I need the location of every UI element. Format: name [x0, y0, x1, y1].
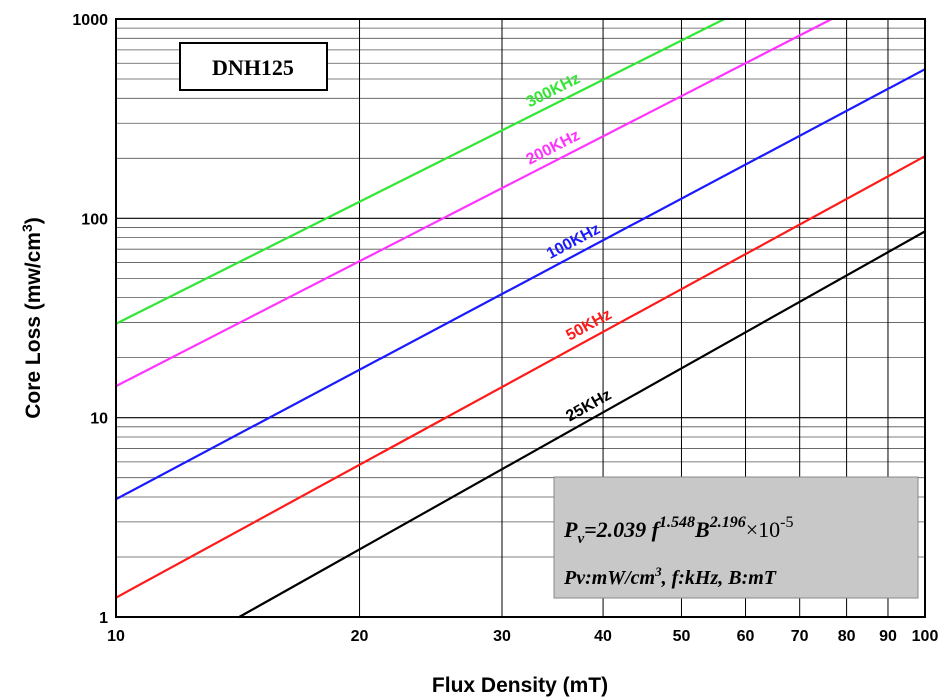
title-box: DNH125 [179, 42, 328, 91]
y-axis-label-main: Core Loss (mw/cm [22, 232, 45, 419]
minor-gridlines [116, 27, 925, 558]
series-line-200khz [114, 17, 833, 388]
x-tick-labels: 10 20 30 40 50 60 70 80 90 100 [107, 628, 938, 645]
x-tick-label: 60 [737, 628, 755, 645]
formula-box-background [553, 476, 919, 599]
series-line-50khz [114, 155, 927, 599]
x-tick-label: 50 [673, 628, 691, 645]
formula-exp-10: -5 [780, 514, 793, 531]
x-tick-label: 100 [912, 628, 939, 645]
x-tick-label: 80 [838, 628, 856, 645]
y-tick-label: 1 [99, 610, 108, 627]
y-tick-label: 1000 [72, 12, 108, 29]
formula-times: ×10 [746, 517, 780, 542]
formula-units-sup: 3 [654, 564, 662, 579]
formula-exp-f: 1.548 [659, 514, 695, 531]
series-line-25khz [238, 230, 927, 619]
formula-f: f [652, 517, 662, 542]
series-line-100khz [114, 68, 927, 501]
x-tick-label: 20 [351, 628, 369, 645]
plot-frame [115, 18, 926, 618]
formula-p: P [563, 517, 578, 542]
formula-exp-b: 2.196 [709, 514, 746, 531]
formula-units-a: Pv:mW/cm [563, 567, 655, 589]
formula-units-b: , f:kHz, B:mT [661, 567, 777, 589]
y-axis-label: Core Loss (mw/cm3) [19, 217, 45, 419]
x-tick-label: 90 [879, 628, 897, 645]
title-box-frame [179, 42, 328, 91]
formula-coefficient: =2.039 [584, 517, 652, 542]
y-axis-label-close: ) [22, 217, 45, 224]
series-line-300khz [114, 17, 726, 325]
chart-title: DNH125 [212, 55, 294, 80]
formula-units: Pv:mW/cm3, f:kHz, B:mT [563, 564, 777, 589]
y-tick-label: 10 [90, 411, 108, 428]
x-tick-label: 30 [493, 628, 511, 645]
x-axis-label: Flux Density (mT) [432, 674, 608, 697]
y-tick-label: 100 [81, 211, 108, 228]
y-tick-labels: 1 10 100 1000 [72, 12, 108, 627]
formula-equation: Pv=2.039 f1.548B2.196×10-5 [563, 514, 793, 547]
series-lines [114, 17, 927, 619]
y-axis-label-sup: 3 [19, 224, 35, 232]
formula-b: B [694, 517, 710, 542]
formula-box: Pv=2.039 f1.548B2.196×10-5 Pv:mW/cm3, f:… [553, 476, 919, 599]
formula-sub-v: v [577, 531, 584, 547]
x-tick-label: 10 [107, 628, 125, 645]
x-tick-label: 40 [594, 628, 612, 645]
x-tick-label: 70 [791, 628, 809, 645]
